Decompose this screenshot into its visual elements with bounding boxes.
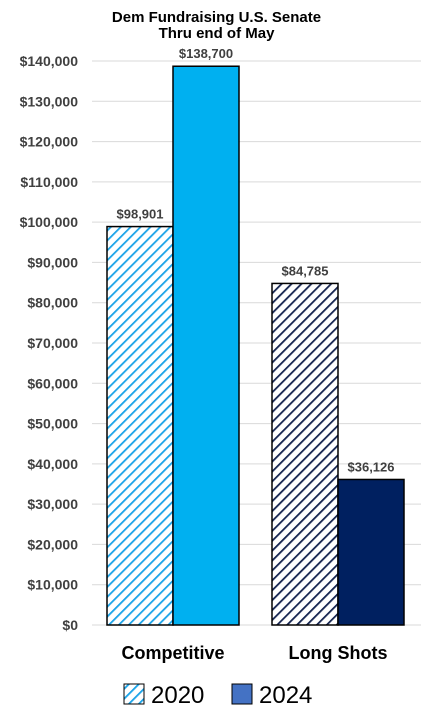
legend-label-2024: 2024 — [259, 682, 312, 709]
bar-2024-competitive — [172, 65, 240, 626]
data-label: $36,126 — [348, 459, 395, 474]
y-tick-label: $110,000 — [20, 174, 78, 190]
data-label: $138,700 — [179, 46, 233, 61]
legend-swatch-2024 — [231, 683, 253, 705]
chart-subtitle: Thru end of May — [158, 25, 275, 42]
bar-2020-competitive — [106, 225, 174, 626]
y-tick-label: $0 — [62, 617, 78, 633]
x-tick-label: Long Shots — [289, 643, 388, 663]
chart-title: Dem Fundraising U.S. Senate — [111, 9, 322, 26]
legend-label-2020: 2020 — [151, 682, 204, 709]
y-tick-label: $40,000 — [27, 456, 78, 472]
y-tick-label: $100,000 — [20, 214, 79, 230]
y-tick-label: $50,000 — [27, 416, 78, 432]
x-tick-label: Competitive — [121, 643, 224, 663]
y-tick-label: $140,000 — [20, 53, 79, 69]
y-tick-label: $80,000 — [27, 295, 78, 311]
y-tick-label: $20,000 — [27, 536, 78, 552]
data-label: $84,785 — [282, 263, 329, 278]
y-tick-label: $70,000 — [27, 335, 78, 351]
data-label: $98,901 — [117, 207, 164, 222]
y-tick-label: $90,000 — [27, 254, 78, 270]
y-tick-label: $10,000 — [27, 577, 78, 593]
bar-2020-long-shots — [271, 282, 339, 626]
legend-swatch-2020 — [123, 683, 145, 705]
y-tick-label: $30,000 — [27, 496, 78, 512]
y-tick-label: $120,000 — [20, 134, 79, 150]
bar-2024-long-shots — [337, 478, 405, 626]
y-tick-label: $60,000 — [27, 375, 78, 391]
y-tick-label: $130,000 — [20, 93, 79, 109]
